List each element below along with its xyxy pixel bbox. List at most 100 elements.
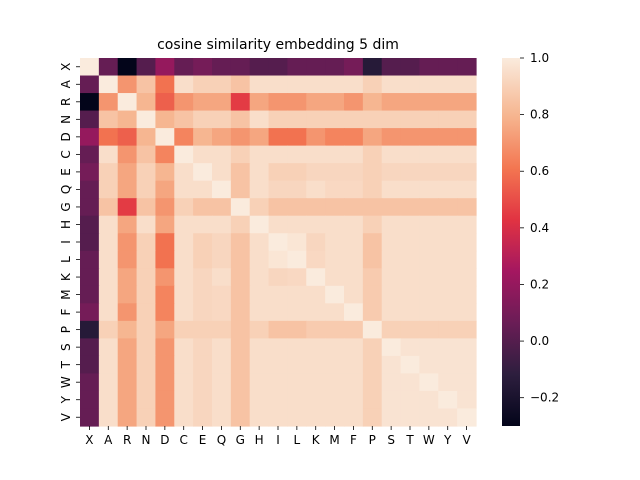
heatmap-cell-M-X bbox=[80, 285, 100, 304]
heatmap-cell-S-V bbox=[457, 338, 477, 357]
heatmap-cell-E-T bbox=[400, 163, 421, 182]
heatmap-cell-D-T bbox=[400, 128, 421, 147]
heatmap-cell-K-K bbox=[306, 268, 326, 287]
heatmap-cell-W-Y bbox=[438, 373, 458, 392]
heatmap-cell-G-X bbox=[80, 198, 100, 217]
heatmap-cell-H-R bbox=[117, 215, 138, 234]
heatmap-cell-G-S bbox=[381, 198, 402, 217]
heatmap-cells bbox=[80, 58, 477, 427]
heatmap-cell-X-V bbox=[457, 58, 477, 77]
heatmap-cell-D-N bbox=[136, 128, 157, 147]
heatmap-cell-A-P bbox=[362, 75, 383, 94]
heatmap-cell-W-C bbox=[174, 373, 194, 392]
heatmap-cell-D-V bbox=[457, 128, 477, 147]
heatmap-cell-G-Y bbox=[438, 198, 458, 217]
heatmap-cell-Q-G bbox=[230, 180, 251, 199]
heatmap-cell-W-E bbox=[193, 373, 213, 392]
heatmap-cell-C-T bbox=[400, 145, 421, 164]
heatmap-cell-E-N bbox=[136, 163, 157, 182]
heatmap-cell-T-F bbox=[344, 355, 364, 375]
heatmap-cell-D-P bbox=[362, 128, 383, 147]
heatmap-cell-H-A bbox=[98, 215, 119, 234]
heatmap-cell-R-W bbox=[419, 93, 439, 112]
heatmap-cell-V-N bbox=[136, 408, 157, 427]
heatmap-cell-K-L bbox=[287, 268, 307, 287]
colorbar-tick-label: 0.8 bbox=[530, 108, 549, 122]
x-tick-label-R: R bbox=[123, 433, 131, 447]
heatmap-cell-S-K bbox=[306, 338, 326, 357]
heatmap-cell-G-T bbox=[400, 198, 421, 217]
heatmap-cell-Y-G bbox=[230, 390, 251, 410]
heatmap-cell-R-E bbox=[193, 93, 213, 112]
heatmap-cell-V-S bbox=[381, 408, 402, 427]
heatmap-cell-L-P bbox=[362, 250, 383, 269]
heatmap-cell-H-M bbox=[325, 215, 345, 234]
heatmap-cell-N-D bbox=[155, 110, 175, 129]
heatmap-cell-T-Y bbox=[438, 355, 458, 375]
heatmap-cell-D-H bbox=[249, 128, 270, 147]
y-tick-label-E: E bbox=[59, 168, 73, 176]
heatmap-cell-W-S bbox=[381, 373, 402, 392]
heatmap-cell-Q-K bbox=[306, 180, 326, 199]
heatmap-cell-C-Y bbox=[438, 145, 458, 164]
y-tick-label-L: L bbox=[59, 256, 73, 263]
heatmap-cell-W-T bbox=[400, 373, 421, 392]
heatmap-cell-A-G bbox=[230, 75, 251, 94]
heatmap-cell-M-H bbox=[249, 285, 270, 304]
heatmap-cell-H-V bbox=[457, 215, 477, 234]
heatmap-cell-F-N bbox=[136, 303, 157, 322]
heatmap-cell-L-D bbox=[155, 250, 175, 269]
heatmap-cell-Y-Q bbox=[212, 390, 232, 410]
heatmap-cell-A-E bbox=[193, 75, 213, 94]
heatmap-cell-P-N bbox=[136, 320, 157, 339]
heatmap-cell-H-F bbox=[344, 215, 364, 234]
heatmap-cell-Y-L bbox=[287, 390, 307, 410]
heatmap-cell-P-G bbox=[230, 320, 251, 339]
heatmap-cell-T-I bbox=[268, 355, 289, 375]
heatmap-cell-F-Y bbox=[438, 303, 458, 322]
heatmap-cell-P-T bbox=[400, 320, 421, 339]
x-tick-label-I: I bbox=[276, 433, 280, 447]
y-tick-label-P: P bbox=[59, 326, 73, 333]
heatmap-cell-X-I bbox=[268, 58, 289, 77]
heatmap-cell-X-S bbox=[381, 58, 402, 77]
heatmap-cell-W-F bbox=[344, 373, 364, 392]
heatmap-cell-Y-R bbox=[117, 390, 138, 410]
heatmap-cell-I-P bbox=[362, 233, 383, 252]
heatmap-cell-Y-W bbox=[419, 390, 439, 410]
heatmap-cell-D-W bbox=[419, 128, 439, 147]
heatmap-cell-C-I bbox=[268, 145, 289, 164]
heatmap-cell-K-R bbox=[117, 268, 138, 287]
heatmap-cell-Q-C bbox=[174, 180, 194, 199]
x-tick-label-W: W bbox=[423, 433, 435, 447]
heatmap-cell-G-C bbox=[174, 198, 194, 217]
heatmap-cell-T-H bbox=[249, 355, 270, 375]
heatmap-cell-C-F bbox=[344, 145, 364, 164]
heatmap-cell-K-X bbox=[80, 268, 100, 287]
heatmap-cell-W-P bbox=[362, 373, 383, 392]
heatmap-cell-F-R bbox=[117, 303, 138, 322]
heatmap-cell-V-L bbox=[287, 408, 307, 427]
heatmap-cell-N-P bbox=[362, 110, 383, 129]
heatmap-cell-A-Y bbox=[438, 75, 458, 94]
heatmap-cell-H-T bbox=[400, 215, 421, 234]
heatmap-cell-C-A bbox=[98, 145, 119, 164]
heatmap-cell-X-T bbox=[400, 58, 421, 77]
heatmap-cell-Y-H bbox=[249, 390, 270, 410]
x-tick-label-A: A bbox=[104, 433, 113, 447]
heatmap-cell-F-E bbox=[193, 303, 213, 322]
heatmap-cell-X-L bbox=[287, 58, 307, 77]
heatmap-cell-Q-H bbox=[249, 180, 270, 199]
heatmap-cell-G-L bbox=[287, 198, 307, 217]
heatmap-cell-N-R bbox=[117, 110, 138, 129]
heatmap-cell-L-Q bbox=[212, 250, 232, 269]
heatmap-cell-C-M bbox=[325, 145, 345, 164]
heatmap-cell-M-L bbox=[287, 285, 307, 304]
heatmap-cell-S-Y bbox=[438, 338, 458, 357]
heatmap-cell-E-X bbox=[80, 163, 100, 182]
heatmap-cell-L-X bbox=[80, 250, 100, 269]
heatmap-cell-F-T bbox=[400, 303, 421, 322]
heatmap-cell-Q-E bbox=[193, 180, 213, 199]
